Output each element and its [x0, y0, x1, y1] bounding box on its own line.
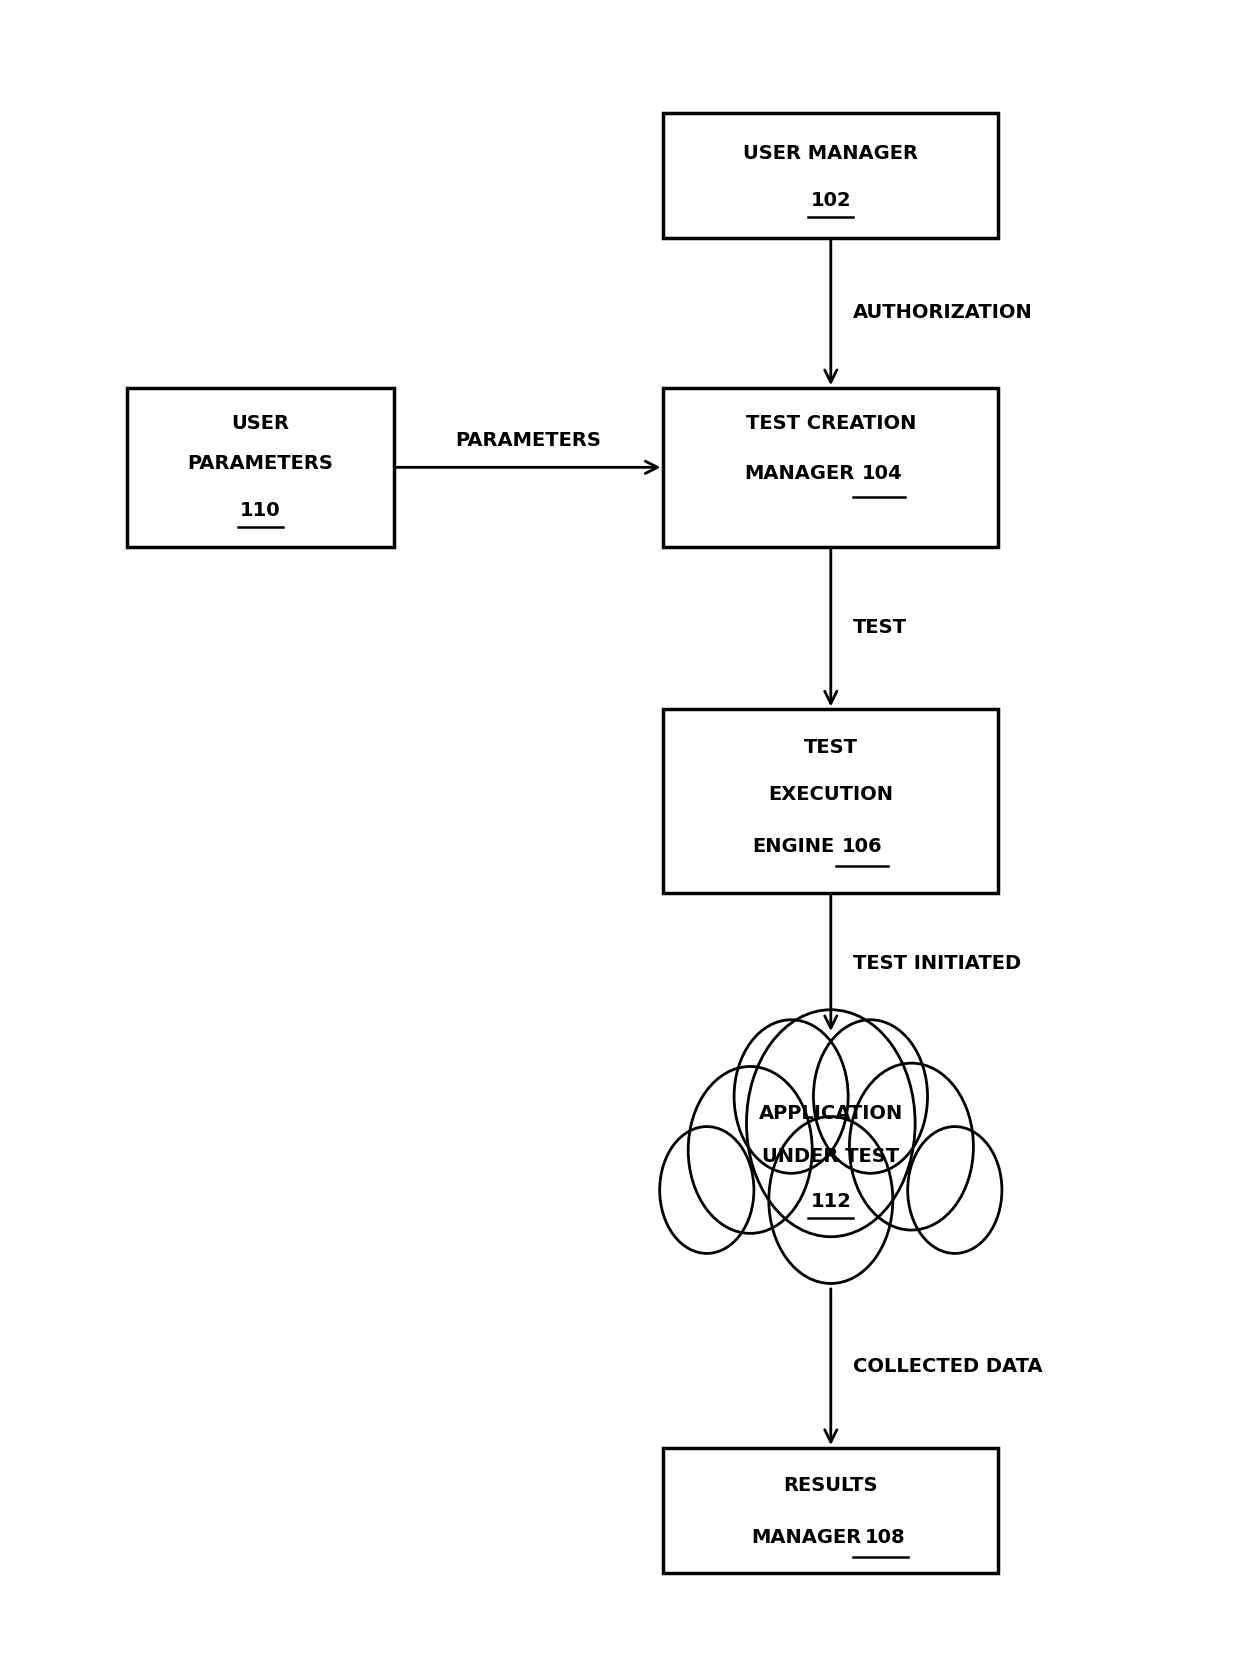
Bar [663, 389, 998, 547]
Text: UNDER TEST: UNDER TEST [763, 1147, 899, 1167]
Text: 112: 112 [811, 1192, 851, 1212]
Text: 104: 104 [862, 464, 903, 484]
Circle shape [746, 1010, 915, 1237]
Bar [663, 1447, 998, 1572]
Circle shape [849, 1063, 973, 1230]
Bar [663, 113, 998, 237]
Text: TEST INITIATED: TEST INITIATED [853, 955, 1022, 973]
Text: MANAGER: MANAGER [745, 464, 854, 484]
Text: TEST: TEST [804, 738, 858, 758]
Text: 110: 110 [241, 501, 280, 521]
Text: USER: USER [232, 414, 289, 434]
Text: TEST: TEST [853, 619, 908, 638]
Text: 102: 102 [811, 190, 851, 210]
Text: APPLICATION: APPLICATION [759, 1103, 903, 1123]
Text: PARAMETERS: PARAMETERS [455, 431, 601, 451]
Text: TEST CREATION: TEST CREATION [745, 414, 916, 434]
Circle shape [734, 1020, 848, 1173]
Text: EXECUTION: EXECUTION [769, 784, 893, 804]
Text: ENGINE: ENGINE [753, 836, 835, 856]
Bar [645, 1031, 1017, 1290]
Bar [126, 389, 394, 547]
Text: PARAMETERS: PARAMETERS [187, 454, 334, 474]
Text: 108: 108 [864, 1527, 905, 1547]
Text: MANAGER: MANAGER [751, 1527, 861, 1547]
Circle shape [769, 1117, 893, 1283]
Circle shape [688, 1066, 812, 1233]
Circle shape [660, 1127, 754, 1253]
Text: 106: 106 [842, 836, 883, 856]
Circle shape [908, 1127, 1002, 1253]
Text: USER MANAGER: USER MANAGER [743, 144, 919, 164]
Bar [663, 709, 998, 893]
Text: COLLECTED DATA: COLLECTED DATA [853, 1357, 1043, 1377]
Circle shape [813, 1020, 928, 1173]
Text: RESULTS: RESULTS [784, 1475, 878, 1495]
Text: AUTHORIZATION: AUTHORIZATION [853, 304, 1033, 322]
